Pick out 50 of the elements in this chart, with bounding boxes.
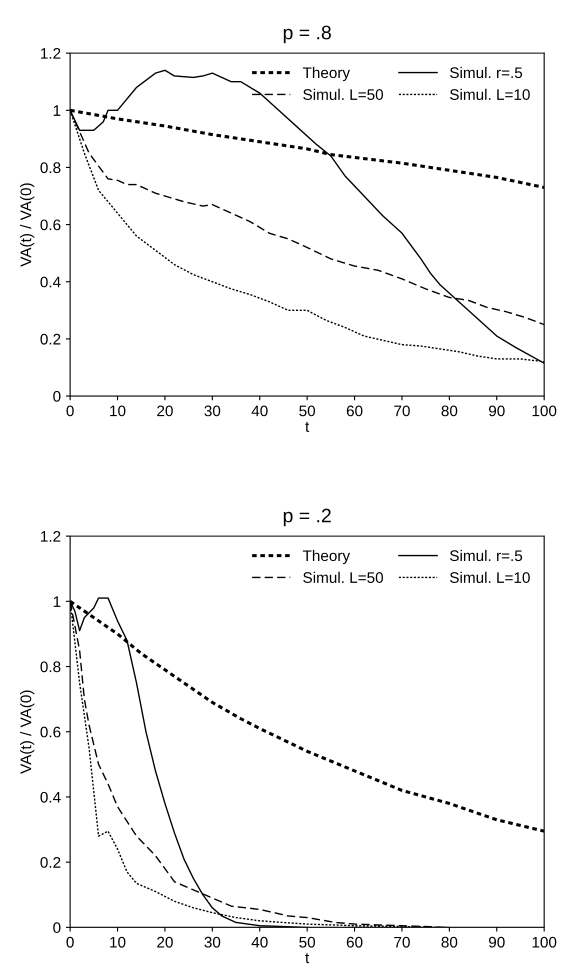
legend-label: Simul. L=10 <box>450 88 530 100</box>
x-tick-label: 0 <box>66 936 74 948</box>
y-axis-title: VA(t) / VA(0) <box>20 183 34 267</box>
y-tick-label: 0.6 <box>40 219 60 230</box>
legend-label: Theory <box>302 550 350 564</box>
x-tick-label: 0 <box>66 405 74 416</box>
legend-label: Simul. r=.5 <box>450 550 522 562</box>
chart-title: p = .2 <box>284 508 331 526</box>
y-tick-label: 1.2 <box>41 531 60 542</box>
legend-label: Simul. L=50 <box>303 88 384 100</box>
x-tick-label: 70 <box>394 405 410 416</box>
x-tick-label: 80 <box>442 405 458 416</box>
y-tick-label: 0.8 <box>40 162 60 174</box>
x-tick-label: 60 <box>346 936 362 948</box>
x-tick-label: 50 <box>299 405 316 416</box>
chart-title: p = .8 <box>284 26 331 44</box>
x-tick-label: 70 <box>394 936 410 948</box>
y-axis-title: VA(t) / VA(0) <box>20 690 34 774</box>
x-tick-label: 20 <box>157 936 173 948</box>
y-tick-label: 0 <box>53 390 60 402</box>
x-axis-title: t <box>305 422 310 432</box>
x-tick-label: 40 <box>252 405 268 416</box>
x-tick-label: 90 <box>488 936 505 948</box>
x-tick-label: 90 <box>488 405 505 416</box>
y-tick-label: 0.4 <box>40 276 61 288</box>
x-tick-label: 10 <box>110 936 126 948</box>
y-tick-label: 0 <box>53 922 60 934</box>
legend-label: Simul. L=50 <box>303 572 384 583</box>
x-tick-label: 80 <box>442 936 458 948</box>
x-tick-label: 50 <box>299 936 316 948</box>
y-tick-label: 0.2 <box>40 334 60 345</box>
y-tick-label: 0.6 <box>40 726 60 738</box>
x-tick-label: 100 <box>532 405 556 416</box>
y-tick-label: 1 <box>54 105 60 116</box>
y-tick-label: 1.2 <box>41 48 60 59</box>
x-tick-label: 40 <box>252 936 268 948</box>
x-tick-label: 30 <box>204 405 220 416</box>
x-tick-label: 60 <box>346 405 362 416</box>
y-tick-label: 0.2 <box>40 857 60 868</box>
legend-label: Theory <box>302 66 350 82</box>
x-tick-label: 10 <box>110 405 126 416</box>
y-tick-label: 1 <box>54 596 60 607</box>
y-tick-label: 0.8 <box>40 661 60 672</box>
x-axis-title: t <box>305 953 310 964</box>
legend-label: Simul. L=10 <box>450 572 530 583</box>
x-tick-label: 100 <box>532 936 556 948</box>
x-tick-label: 30 <box>204 936 220 948</box>
y-tick-label: 0.4 <box>40 792 61 803</box>
legend-label: Simul. r=.5 <box>450 66 522 78</box>
x-tick-label: 20 <box>157 405 173 416</box>
